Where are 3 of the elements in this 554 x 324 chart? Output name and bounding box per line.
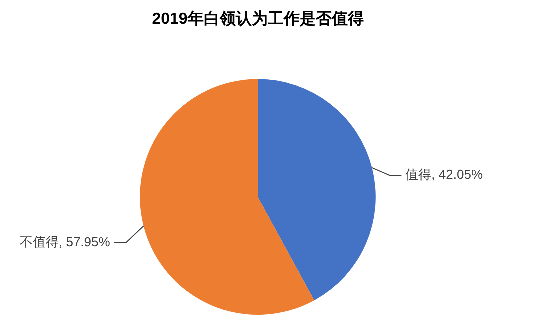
chart-title: 2019年白领认为工作是否值得 (152, 10, 364, 28)
slice-label: 不值得, 57.95% (20, 234, 111, 250)
slice-label: 值得, 42.05% (406, 167, 484, 182)
